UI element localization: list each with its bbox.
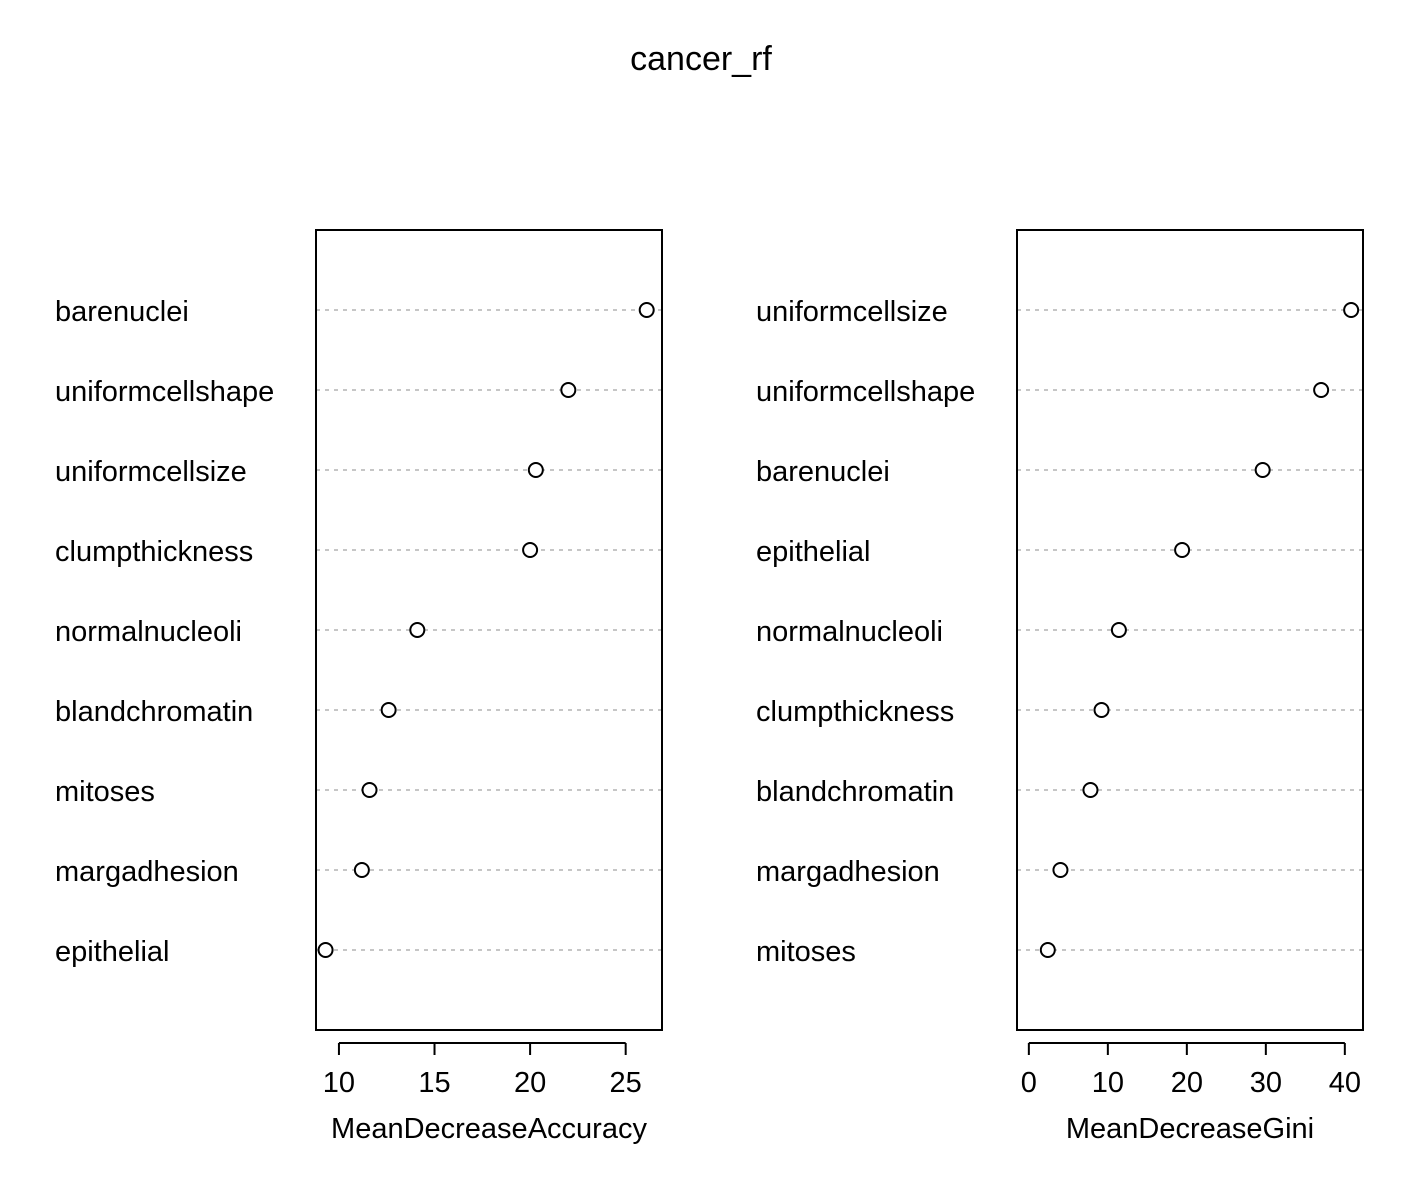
data-point-accuracy: [638, 302, 655, 318]
x-axis-title-gini: MeanDecreaseGini: [1066, 1113, 1314, 1145]
panel-mean-decrease-accuracy: barenuclei uniformcellshape uniformcellsiz…: [55, 229, 663, 1145]
data-point-accuracy: [361, 782, 378, 798]
data-point-gini: [1343, 302, 1360, 318]
category-label-accuracy: margadhesion: [55, 856, 239, 888]
x-tick-label-accuracy: 25: [610, 1067, 642, 1099]
data-point-accuracy: [522, 542, 539, 558]
data-point-gini: [1093, 702, 1110, 718]
plot-frame-accuracy: [315, 229, 663, 1031]
x-tick-label-gini: 30: [1250, 1067, 1282, 1099]
category-label-accuracy: blandchromatin: [55, 696, 253, 728]
data-point-accuracy: [560, 382, 577, 398]
category-label-accuracy: uniformcellshape: [55, 376, 274, 408]
category-label-gini: barenuclei: [756, 456, 890, 488]
x-tick-label-gini: 20: [1171, 1067, 1203, 1099]
category-label-gini: blandchromatin: [756, 776, 954, 808]
category-label-accuracy: barenuclei: [55, 296, 189, 328]
data-point-accuracy: [317, 942, 334, 958]
category-label-gini: margadhesion: [756, 856, 940, 888]
x-tick-label-gini: 10: [1092, 1067, 1124, 1099]
data-point-accuracy: [409, 622, 426, 638]
category-label-accuracy: uniformcellsize: [55, 456, 247, 488]
data-point-gini: [1039, 942, 1056, 958]
data-point-accuracy: [380, 702, 397, 718]
category-label-accuracy: epithelial: [55, 936, 169, 968]
data-point-gini: [1254, 462, 1271, 478]
category-label-gini: uniformcellsize: [756, 296, 948, 328]
x-tick-label-accuracy: 10: [323, 1067, 355, 1099]
data-point-gini: [1313, 382, 1330, 398]
data-point-gini: [1174, 542, 1191, 558]
category-label-accuracy: normalnucleoli: [55, 616, 242, 648]
data-point-accuracy: [527, 462, 544, 478]
data-point-gini: [1082, 782, 1099, 798]
data-point-gini: [1110, 622, 1127, 638]
category-label-gini: uniformcellshape: [756, 376, 975, 408]
category-label-gini: mitoses: [756, 936, 856, 968]
chart-title: cancer_rf: [630, 40, 772, 78]
plot-frame-gini: [1016, 229, 1364, 1031]
panel-mean-decrease-gini: uniformcellsize uniformcellshape barenucle…: [756, 229, 1364, 1145]
category-label-gini: epithelial: [756, 536, 870, 568]
category-label-accuracy: clumpthickness: [55, 536, 253, 568]
x-tick-label-gini: 40: [1329, 1067, 1361, 1099]
category-label-gini: normalnucleoli: [756, 616, 943, 648]
x-tick-label-gini: 0: [1021, 1067, 1037, 1099]
x-axis-title-accuracy: MeanDecreaseAccuracy: [331, 1113, 647, 1145]
x-tick-label-accuracy: 15: [418, 1067, 450, 1099]
category-label-accuracy: mitoses: [55, 776, 155, 808]
data-point-gini: [1052, 862, 1069, 878]
category-label-gini: clumpthickness: [756, 696, 954, 728]
data-point-accuracy: [353, 862, 370, 878]
x-tick-label-accuracy: 20: [514, 1067, 546, 1099]
